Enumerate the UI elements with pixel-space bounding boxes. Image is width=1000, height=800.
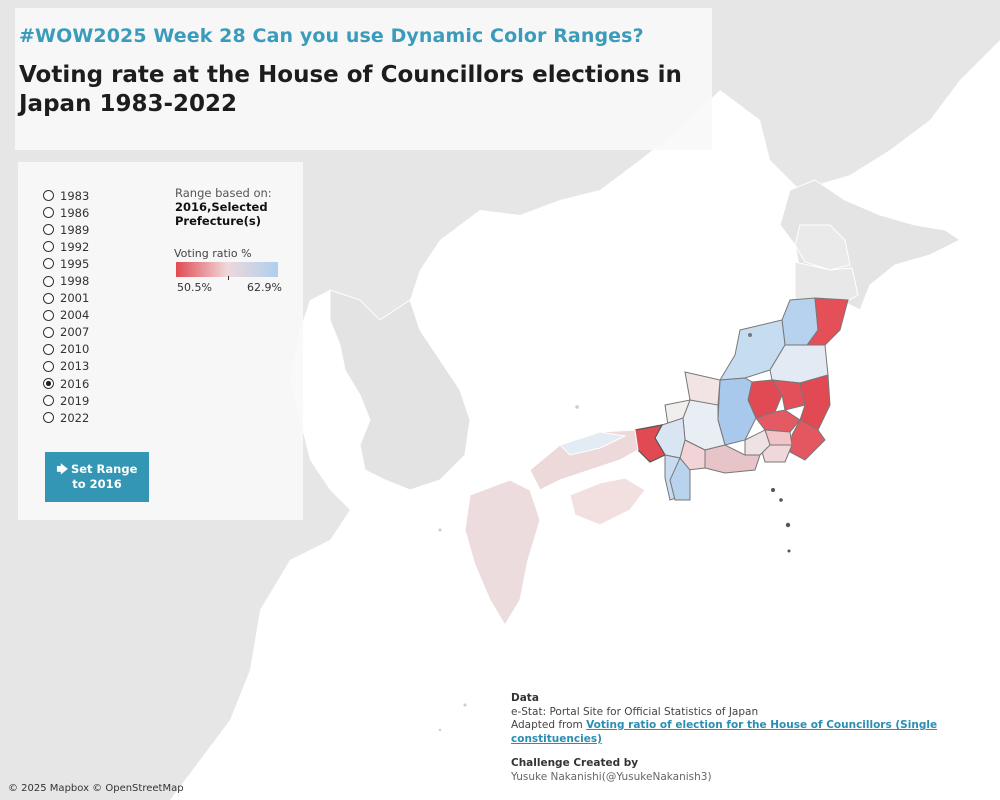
adapted-prefix: Adapted from bbox=[511, 719, 583, 731]
radio-button[interactable] bbox=[43, 275, 54, 287]
range-caption: Range based on: bbox=[175, 186, 272, 200]
sado-island bbox=[748, 333, 752, 337]
source-block: Data e-Stat: Portal Site for Official St… bbox=[511, 692, 1000, 784]
radio-button[interactable] bbox=[43, 292, 54, 304]
subtitle: #WOW2025 Week 28 Can you use Dynamic Col… bbox=[19, 25, 644, 47]
range-value: 2016,Selected Prefecture(s) bbox=[175, 200, 268, 228]
year-label: 1989 bbox=[60, 222, 90, 237]
prefecture-yamanashi bbox=[744, 429, 771, 456]
radio-button[interactable] bbox=[43, 309, 54, 321]
year-label: 1983 bbox=[60, 188, 90, 203]
year-label: 2004 bbox=[60, 308, 90, 323]
radio-button[interactable] bbox=[43, 412, 54, 424]
prefecture-niigata bbox=[719, 319, 786, 381]
color-legend-bar bbox=[176, 262, 278, 277]
year-label: 2013 bbox=[60, 359, 90, 374]
southern-island bbox=[463, 703, 467, 707]
data-heading: Data bbox=[511, 692, 539, 704]
legend-title: Voting ratio % bbox=[174, 247, 252, 260]
year-option-2013[interactable]: 2013 bbox=[43, 358, 89, 375]
radio-button[interactable] bbox=[43, 224, 54, 236]
prefecture-tochigi bbox=[770, 379, 806, 411]
prefecture-wakayama-mie bbox=[669, 457, 691, 501]
year-option-1995[interactable]: 1995 bbox=[43, 255, 89, 272]
credit-name: Yusuke Nakanishi(@YusukeNakanish3) bbox=[511, 770, 712, 783]
year-option-2004[interactable]: 2004 bbox=[43, 307, 89, 324]
year-option-2022[interactable]: 2022 bbox=[43, 409, 89, 426]
year-option-1998[interactable]: 1998 bbox=[43, 272, 89, 289]
prefecture-aomori bbox=[794, 224, 851, 271]
tsushima-island bbox=[438, 528, 442, 532]
year-label: 2010 bbox=[60, 342, 90, 357]
year-label: 2007 bbox=[60, 325, 90, 340]
sakhalin bbox=[815, 0, 900, 170]
cursor-arrow-icon: 🡆 bbox=[56, 463, 68, 476]
year-option-2001[interactable]: 2001 bbox=[43, 290, 89, 307]
year-option-2019[interactable]: 2019 bbox=[43, 392, 89, 409]
prefecture-shizuoka bbox=[704, 444, 761, 474]
year-option-1989[interactable]: 1989 bbox=[43, 221, 89, 238]
radio-button[interactable] bbox=[43, 258, 54, 270]
radio-button[interactable] bbox=[43, 326, 54, 338]
year-radio-group: 1983 1986 1989 1992 1995 1998 2001 2004 2007 2010… bbox=[43, 187, 89, 426]
year-option-2010[interactable]: 2010 bbox=[43, 341, 89, 358]
source-link[interactable]: Voting ratio of election for the House o… bbox=[511, 719, 938, 745]
credit-heading: Challenge Created by bbox=[511, 757, 639, 769]
korean-peninsula bbox=[329, 289, 471, 491]
radio-button[interactable] bbox=[43, 207, 54, 219]
year-option-2007[interactable]: 2007 bbox=[43, 324, 89, 341]
year-option-1983[interactable]: 1983 bbox=[43, 187, 89, 204]
radio-button[interactable] bbox=[43, 190, 54, 202]
legend-max-label: 62.9% bbox=[247, 281, 282, 294]
year-label: 1998 bbox=[60, 274, 90, 289]
izu-island bbox=[787, 549, 791, 553]
izu-island bbox=[785, 522, 791, 528]
year-label: 1986 bbox=[60, 205, 90, 220]
set-range-label: Set Range to 2016 bbox=[70, 462, 138, 491]
legend-tick bbox=[228, 276, 229, 280]
southern-island bbox=[438, 728, 442, 732]
title-panel bbox=[15, 8, 712, 150]
year-label: 2022 bbox=[60, 410, 90, 425]
year-label: 1992 bbox=[60, 239, 90, 254]
prefecture-kanagawa bbox=[759, 444, 793, 463]
radio-button[interactable] bbox=[43, 343, 54, 355]
source-line: e-Stat: Portal Site for Official Statist… bbox=[511, 705, 759, 718]
page-title: Voting rate at the House of Councillors … bbox=[19, 62, 682, 117]
control-panel: 1983 1986 1989 1992 1995 1998 2001 2004 2007 2010… bbox=[18, 162, 303, 520]
year-label: 1995 bbox=[60, 256, 90, 271]
map-attribution[interactable]: © 2025 Mapbox © OpenStreetMap bbox=[8, 783, 184, 794]
prefecture-chiba bbox=[789, 419, 826, 461]
prefecture-shimane-tottori bbox=[559, 431, 627, 456]
year-option-2016[interactable]: 2016 bbox=[43, 375, 89, 392]
radio-button[interactable] bbox=[43, 378, 54, 390]
year-label: 2016 bbox=[60, 376, 90, 391]
prefecture-shikoku bbox=[569, 477, 646, 526]
adapted-line: Adapted from Voting ratio of election fo… bbox=[511, 719, 1000, 746]
prefecture-kyushu bbox=[464, 479, 541, 626]
radio-button[interactable] bbox=[43, 395, 54, 407]
oki-island bbox=[575, 405, 579, 409]
range-info: Range based on: 2016,Selected Prefecture… bbox=[175, 186, 285, 228]
year-option-1992[interactable]: 1992 bbox=[43, 238, 89, 255]
radio-button[interactable] bbox=[43, 241, 54, 253]
legend-min-label: 50.5% bbox=[177, 281, 212, 294]
set-range-button[interactable]: 🡆 Set Range to 2016 bbox=[45, 452, 149, 502]
izu-island bbox=[779, 498, 783, 502]
izu-island bbox=[771, 488, 775, 492]
year-option-1986[interactable]: 1986 bbox=[43, 204, 89, 221]
radio-button[interactable] bbox=[43, 360, 54, 372]
year-label: 2019 bbox=[60, 393, 90, 408]
year-label: 2001 bbox=[60, 291, 90, 306]
